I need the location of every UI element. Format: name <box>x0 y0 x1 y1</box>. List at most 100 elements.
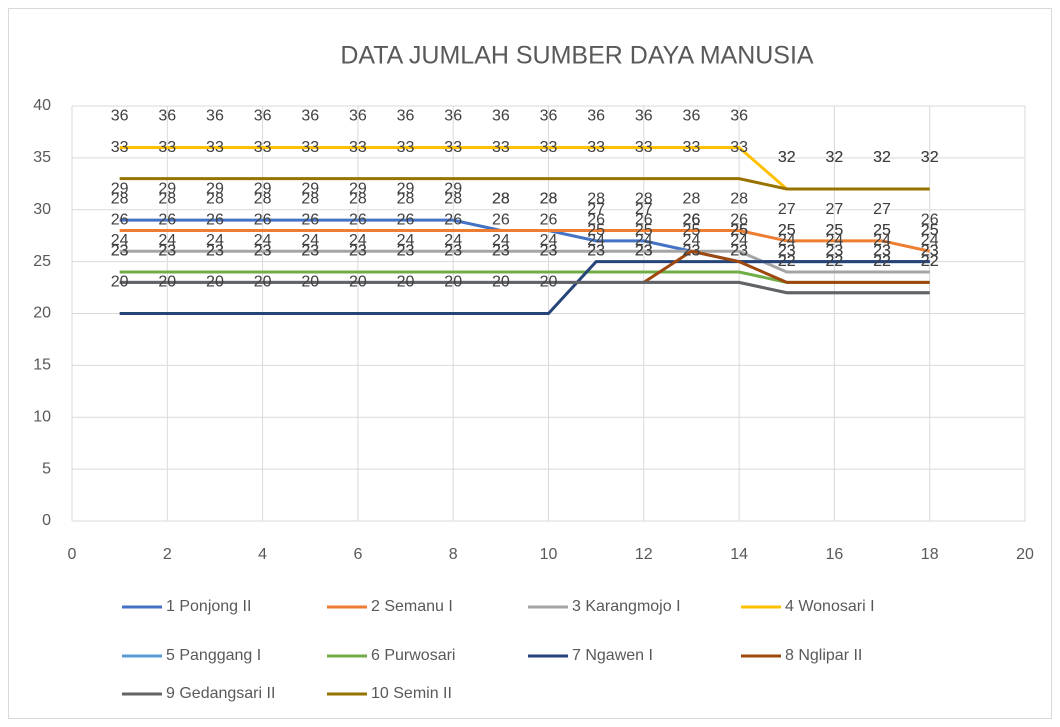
data-label: 28 <box>587 191 605 208</box>
legend-label: 5 Panggang I <box>166 647 261 664</box>
data-label: 32 <box>826 149 844 166</box>
data-label: 23 <box>778 243 796 260</box>
data-label: 36 <box>683 108 701 125</box>
data-label: 25 <box>778 222 796 239</box>
data-label: 27 <box>873 201 891 218</box>
data-label: 23 <box>206 243 224 260</box>
data-label: 25 <box>921 222 939 239</box>
data-label: 24 <box>397 232 415 249</box>
chart-frame <box>8 8 1052 719</box>
data-label: 27 <box>826 201 844 218</box>
data-label: 22 <box>778 253 796 270</box>
data-label: 28 <box>540 191 558 208</box>
data-label: 29 <box>397 180 415 197</box>
data-label: 20 <box>158 274 176 291</box>
data-label: 36 <box>540 108 558 125</box>
data-label: 28 <box>492 191 510 208</box>
x-tick-label: 0 <box>68 546 77 563</box>
data-label: 24 <box>635 232 653 249</box>
data-label: 36 <box>492 108 510 125</box>
data-label: 32 <box>873 149 891 166</box>
x-tick-label: 16 <box>826 546 844 563</box>
data-label: 24 <box>873 232 891 249</box>
data-label: 24 <box>778 232 796 249</box>
data-label: 23 <box>683 243 701 260</box>
data-label: 33 <box>206 139 224 156</box>
data-label: 24 <box>683 232 701 249</box>
series-line <box>119 249 930 274</box>
data-label: 26 <box>492 211 510 228</box>
data-label: 20 <box>111 274 129 291</box>
data-label: 28 <box>683 191 701 208</box>
x-tick-label: 6 <box>353 546 362 563</box>
data-label: 28 <box>444 191 462 208</box>
data-label: 24 <box>158 232 176 249</box>
data-label: 36 <box>730 108 748 125</box>
data-label: 36 <box>206 108 224 125</box>
data-label: 33 <box>254 139 272 156</box>
data-label: 23 <box>206 243 224 260</box>
data-label: 25 <box>730 222 748 239</box>
data-label: 26 <box>444 211 462 228</box>
x-tick-label: 18 <box>921 546 939 563</box>
x-tick-label: 4 <box>258 546 267 563</box>
data-label: 24 <box>826 232 844 249</box>
data-label: 24 <box>444 232 462 249</box>
data-label: 33 <box>540 139 558 156</box>
data-label: 29 <box>111 180 129 197</box>
data-label: 23 <box>111 243 129 260</box>
data-label: 22 <box>826 253 844 270</box>
data-label: 27 <box>587 201 605 218</box>
data-label: 28 <box>540 191 558 208</box>
data-label: 23 <box>826 243 844 260</box>
data-label: 23 <box>492 243 510 260</box>
data-label: 26 <box>683 211 701 228</box>
data-label: 23 <box>158 243 176 260</box>
data-label: 24 <box>921 232 939 249</box>
data-label: 26 <box>111 211 129 228</box>
data-label: 23 <box>683 243 701 260</box>
data-label: 28 <box>301 191 319 208</box>
data-label: 23 <box>921 243 939 260</box>
x-tick-label: 2 <box>163 546 172 563</box>
legend-label: 8 Nglipar II <box>785 647 862 664</box>
data-label: 27 <box>635 201 653 218</box>
data-label: 32 <box>778 149 796 166</box>
y-tick-label: 10 <box>33 408 51 425</box>
legend-label: 9 Gedangsari II <box>166 685 275 702</box>
data-label: 24 <box>540 232 558 249</box>
x-tick-label: 20 <box>1016 546 1034 563</box>
data-label: 29 <box>254 180 272 197</box>
data-label: 36 <box>444 108 462 125</box>
data-label: 26 <box>397 211 415 228</box>
data-label: 22 <box>921 253 939 270</box>
data-label: 24 <box>730 232 748 249</box>
data-label: 33 <box>587 139 605 156</box>
y-tick-label: 20 <box>33 305 51 322</box>
x-tick-label: 14 <box>730 546 748 563</box>
data-label: 23 <box>540 243 558 260</box>
data-label: 23 <box>635 243 653 260</box>
data-label: 26 <box>540 211 558 228</box>
data-label: 23 <box>111 243 129 260</box>
legend-label: 7 Ngawen I <box>572 647 653 664</box>
data-label: 26 <box>635 211 653 228</box>
data-label: 23 <box>540 243 558 260</box>
y-tick-label: 0 <box>42 512 51 529</box>
data-label: 32 <box>826 149 844 166</box>
data-label: 29 <box>301 180 319 197</box>
data-label: 26 <box>683 211 701 228</box>
data-label: 23 <box>397 243 415 260</box>
data-label: 26 <box>921 211 939 228</box>
y-tick-label: 35 <box>33 149 51 166</box>
data-label: 23 <box>301 243 319 260</box>
data-label: 23 <box>444 243 462 260</box>
data-label: 23 <box>778 243 796 260</box>
data-label: 24 <box>492 232 510 249</box>
data-label: 24 <box>301 232 319 249</box>
x-tick-label: 12 <box>635 546 653 563</box>
data-label: 33 <box>635 139 653 156</box>
data-label: 25 <box>826 222 844 239</box>
data-label: 20 <box>397 274 415 291</box>
data-label: 29 <box>206 180 224 197</box>
